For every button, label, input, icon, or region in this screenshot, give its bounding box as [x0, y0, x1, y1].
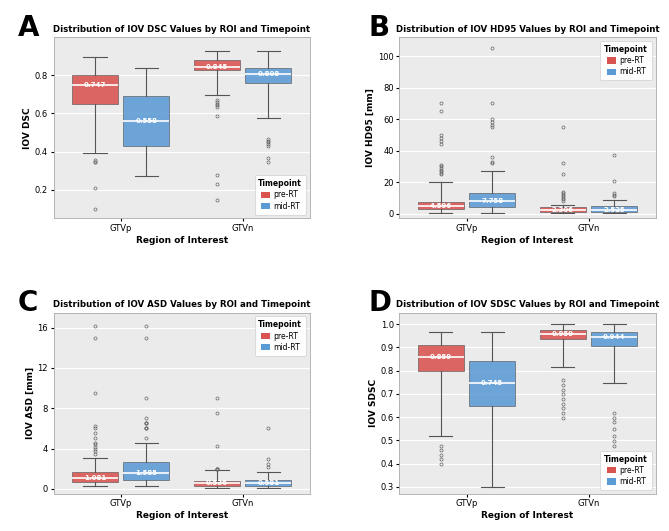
Text: 0.859: 0.859: [429, 354, 452, 360]
Y-axis label: IOV SDSC: IOV SDSC: [369, 379, 378, 427]
PathPatch shape: [245, 67, 292, 83]
PathPatch shape: [194, 61, 240, 70]
Text: A: A: [17, 14, 39, 41]
PathPatch shape: [469, 361, 515, 406]
Text: 1.585: 1.585: [135, 470, 157, 476]
Text: 2.525: 2.525: [603, 207, 625, 213]
Text: 1.081: 1.081: [84, 475, 106, 481]
Text: 4.596: 4.596: [429, 203, 452, 209]
Text: B: B: [369, 14, 390, 41]
Text: 0.944: 0.944: [603, 334, 626, 340]
Text: 0.747: 0.747: [84, 82, 106, 89]
Title: Distribution of IOV ASD Values by ROI and Timepoint: Distribution of IOV ASD Values by ROI an…: [53, 300, 310, 309]
Legend: pre-RT, mid-RT: pre-RT, mid-RT: [600, 451, 652, 490]
PathPatch shape: [540, 207, 586, 212]
Y-axis label: IOV DSC: IOV DSC: [23, 107, 32, 149]
X-axis label: Region of Interest: Region of Interest: [482, 511, 573, 520]
PathPatch shape: [123, 96, 169, 146]
Title: Distribution of IOV SDSC Values by ROI and Timepoint: Distribution of IOV SDSC Values by ROI a…: [396, 300, 659, 309]
Text: C: C: [17, 289, 38, 317]
Text: 0.536: 0.536: [206, 481, 228, 486]
PathPatch shape: [469, 193, 515, 207]
X-axis label: Region of Interest: Region of Interest: [482, 236, 573, 245]
Text: D: D: [369, 289, 391, 317]
Y-axis label: IOV ASD [mm]: IOV ASD [mm]: [25, 367, 35, 439]
Title: Distribution of IOV DSC Values by ROI and Timepoint: Distribution of IOV DSC Values by ROI an…: [53, 24, 310, 33]
Text: 0.558: 0.558: [135, 118, 157, 124]
Text: 0.808: 0.808: [257, 71, 280, 77]
Text: 0.581: 0.581: [257, 480, 280, 486]
PathPatch shape: [591, 206, 638, 212]
X-axis label: Region of Interest: Region of Interest: [136, 511, 227, 520]
PathPatch shape: [123, 462, 169, 480]
PathPatch shape: [591, 332, 638, 346]
PathPatch shape: [540, 330, 586, 339]
Legend: pre-RT, mid-RT: pre-RT, mid-RT: [254, 175, 306, 215]
PathPatch shape: [72, 75, 118, 104]
PathPatch shape: [72, 472, 118, 482]
Text: 7.758: 7.758: [481, 199, 503, 204]
Text: 0.845: 0.845: [206, 64, 228, 70]
Legend: pre-RT, mid-RT: pre-RT, mid-RT: [254, 316, 306, 356]
PathPatch shape: [417, 202, 464, 209]
Title: Distribution of IOV HD95 Values by ROI and Timepoint: Distribution of IOV HD95 Values by ROI a…: [395, 24, 660, 33]
Text: 0.959: 0.959: [552, 331, 574, 337]
Text: 2.306: 2.306: [552, 207, 574, 213]
Y-axis label: IOV HD95 [mm]: IOV HD95 [mm]: [367, 88, 375, 167]
X-axis label: Region of Interest: Region of Interest: [136, 236, 227, 245]
PathPatch shape: [194, 481, 240, 486]
PathPatch shape: [245, 480, 292, 486]
Legend: pre-RT, mid-RT: pre-RT, mid-RT: [600, 41, 652, 80]
PathPatch shape: [417, 345, 464, 371]
Text: 0.745: 0.745: [481, 381, 503, 387]
